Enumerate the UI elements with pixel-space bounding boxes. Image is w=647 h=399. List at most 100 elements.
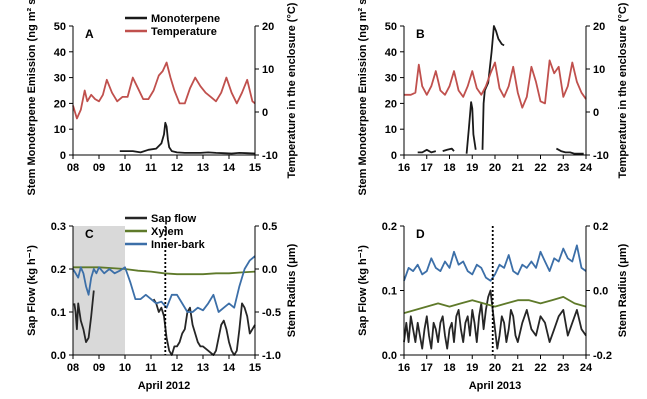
y-axis-title: Stem Monoterpene Emission (ng m² s⁻¹) (26, 0, 38, 195)
y2-tick-label: -10 (593, 150, 609, 162)
x-tick-label: 15 (249, 362, 261, 374)
y-tick-label: 30 (54, 73, 66, 85)
series-sap-flow-line-seg-0 (73, 290, 95, 344)
x-tick-label: 11 (145, 362, 157, 374)
legend-entry: Xylem (151, 226, 184, 238)
y-tick-label: 0.0 (382, 350, 397, 362)
x-tick-label: 13 (197, 162, 209, 174)
x-tick-label: 22 (534, 162, 546, 174)
y-tick-label: 20 (385, 98, 397, 110)
series-monoterpene-line-seg-0 (417, 148, 437, 154)
y-axis-title: Sap Flow (kg h⁻¹) (26, 245, 38, 336)
y-tick-label: 0.2 (51, 264, 66, 276)
y2-tick-label: 0.5 (262, 221, 277, 233)
x-tick-label: 12 (171, 362, 183, 374)
y2-axis-title: Temperature in the enclosure (°C) (617, 2, 629, 178)
y2-axis-title: Stem Radius (μm) (617, 243, 629, 337)
y-tick-label: 0.2 (382, 221, 397, 233)
legend-entry: Monoterpene (151, 13, 220, 25)
series-xylem-line (403, 295, 587, 314)
x-tick-label: 15 (249, 162, 261, 174)
panel-d: 16 17 18 19 20 21 22 23 24 0.0 0.1 0.2 -0.2 0.0 0.2 D Sa… (357, 221, 629, 374)
y-tick-label: 0.1 (382, 286, 397, 298)
y2-tick-label: -0.5 (262, 307, 281, 319)
x-tick-label: 14 (223, 362, 236, 374)
x-tick-label: 24 (580, 362, 593, 374)
x-tick-label: 09 (93, 362, 105, 374)
y2-tick-label: 20 (593, 21, 605, 33)
y-tick-label: 20 (54, 98, 66, 110)
y2-tick-label: 0 (262, 107, 268, 119)
x-axis-title-left: April 2012 (138, 380, 191, 392)
y-tick-label: 40 (385, 47, 397, 59)
x-tick-label: 23 (557, 162, 569, 174)
y-tick-label: 10 (54, 124, 66, 136)
legend-entry: Sap flow (151, 213, 197, 225)
panel-a: 08 09 10 11 12 13 14 15 0 10 20 30 40 50 -10 0 10 20 A Stem… (26, 0, 298, 195)
series-temperature-line (404, 59, 587, 109)
y2-tick-label: 0 (593, 107, 599, 119)
x-tick-label: 19 (466, 362, 478, 374)
series-monoterpene-line (119, 121, 256, 155)
panel-c: 08 09 10 11 12 13 14 15 0.0 0.1 0.2 0.3 -1.0 -0.5 0.0 0… (26, 213, 298, 374)
x-tick-label: 13 (197, 362, 209, 374)
y2-axis-title: Stem Radius (μm) (286, 243, 298, 337)
x-tick-label: 09 (93, 162, 105, 174)
series-monoterpene-line-seg-4 (555, 147, 584, 155)
x-tick-label: 21 (512, 162, 524, 174)
series-inner-bark-line (403, 244, 587, 282)
series-monoterpene-line-seg-3 (481, 25, 505, 150)
y-axis-title: Sap Flow (kg h⁻¹) (357, 245, 369, 336)
x-tick-label: 11 (145, 162, 157, 174)
y2-tick-label: 0.0 (593, 286, 608, 298)
panel-letter: B (416, 27, 425, 41)
legend-entry: Inner-bark (151, 239, 206, 251)
x-tick-label: 08 (67, 362, 79, 374)
y2-tick-label: 10 (593, 64, 605, 76)
legend-entry: Temperature (151, 26, 217, 38)
x-tick-label: 18 (443, 362, 455, 374)
y-tick-label: 0.3 (51, 221, 66, 233)
y-tick-label: 0.0 (51, 350, 66, 362)
series-temperature-line (72, 61, 256, 120)
x-tick-label: 20 (489, 162, 501, 174)
series-inner-bark-line (72, 255, 256, 313)
series-sap-flow-line (403, 289, 587, 350)
y-tick-label: 40 (54, 47, 66, 59)
x-tick-label: 17 (421, 162, 433, 174)
x-tick-label: 22 (534, 362, 546, 374)
x-tick-label: 23 (557, 362, 569, 374)
y-tick-label: 10 (385, 124, 397, 136)
x-tick-label: 16 (398, 162, 410, 174)
y-tick-label: 50 (385, 21, 397, 33)
y-axis-title: Stem Monoterpene Emission (ng m² s⁻¹) (357, 0, 369, 195)
x-tick-label: 24 (580, 162, 593, 174)
y-tick-label: 0 (60, 150, 66, 162)
x-tick-label: 08 (67, 162, 79, 174)
x-tick-label: 21 (512, 362, 524, 374)
y2-tick-label: -1.0 (262, 350, 281, 362)
y2-tick-label: 0.2 (593, 221, 608, 233)
x-tick-label: 12 (171, 162, 183, 174)
y2-tick-label: 10 (262, 64, 274, 76)
x-tick-label: 10 (119, 162, 131, 174)
x-tick-label: 14 (223, 162, 236, 174)
y2-tick-label: -10 (262, 150, 278, 162)
y2-axis-title: Temperature in the enclosure (°C) (286, 2, 298, 178)
x-tick-label: 19 (466, 162, 478, 174)
y-tick-label: 30 (385, 73, 397, 85)
y2-tick-label: 0.0 (262, 264, 277, 276)
y2-tick-label: -0.2 (593, 350, 612, 362)
y-tick-label: 50 (54, 21, 66, 33)
x-tick-label: 18 (443, 162, 455, 174)
night-shade-region (73, 226, 125, 355)
series-monoterpene-line-seg-1 (442, 147, 455, 152)
y2-tick-label: 20 (262, 21, 274, 33)
series-xylem-line (73, 266, 256, 276)
panel-letter: A (85, 27, 94, 41)
x-tick-label: 10 (119, 362, 131, 374)
panel-letter: C (85, 227, 94, 241)
